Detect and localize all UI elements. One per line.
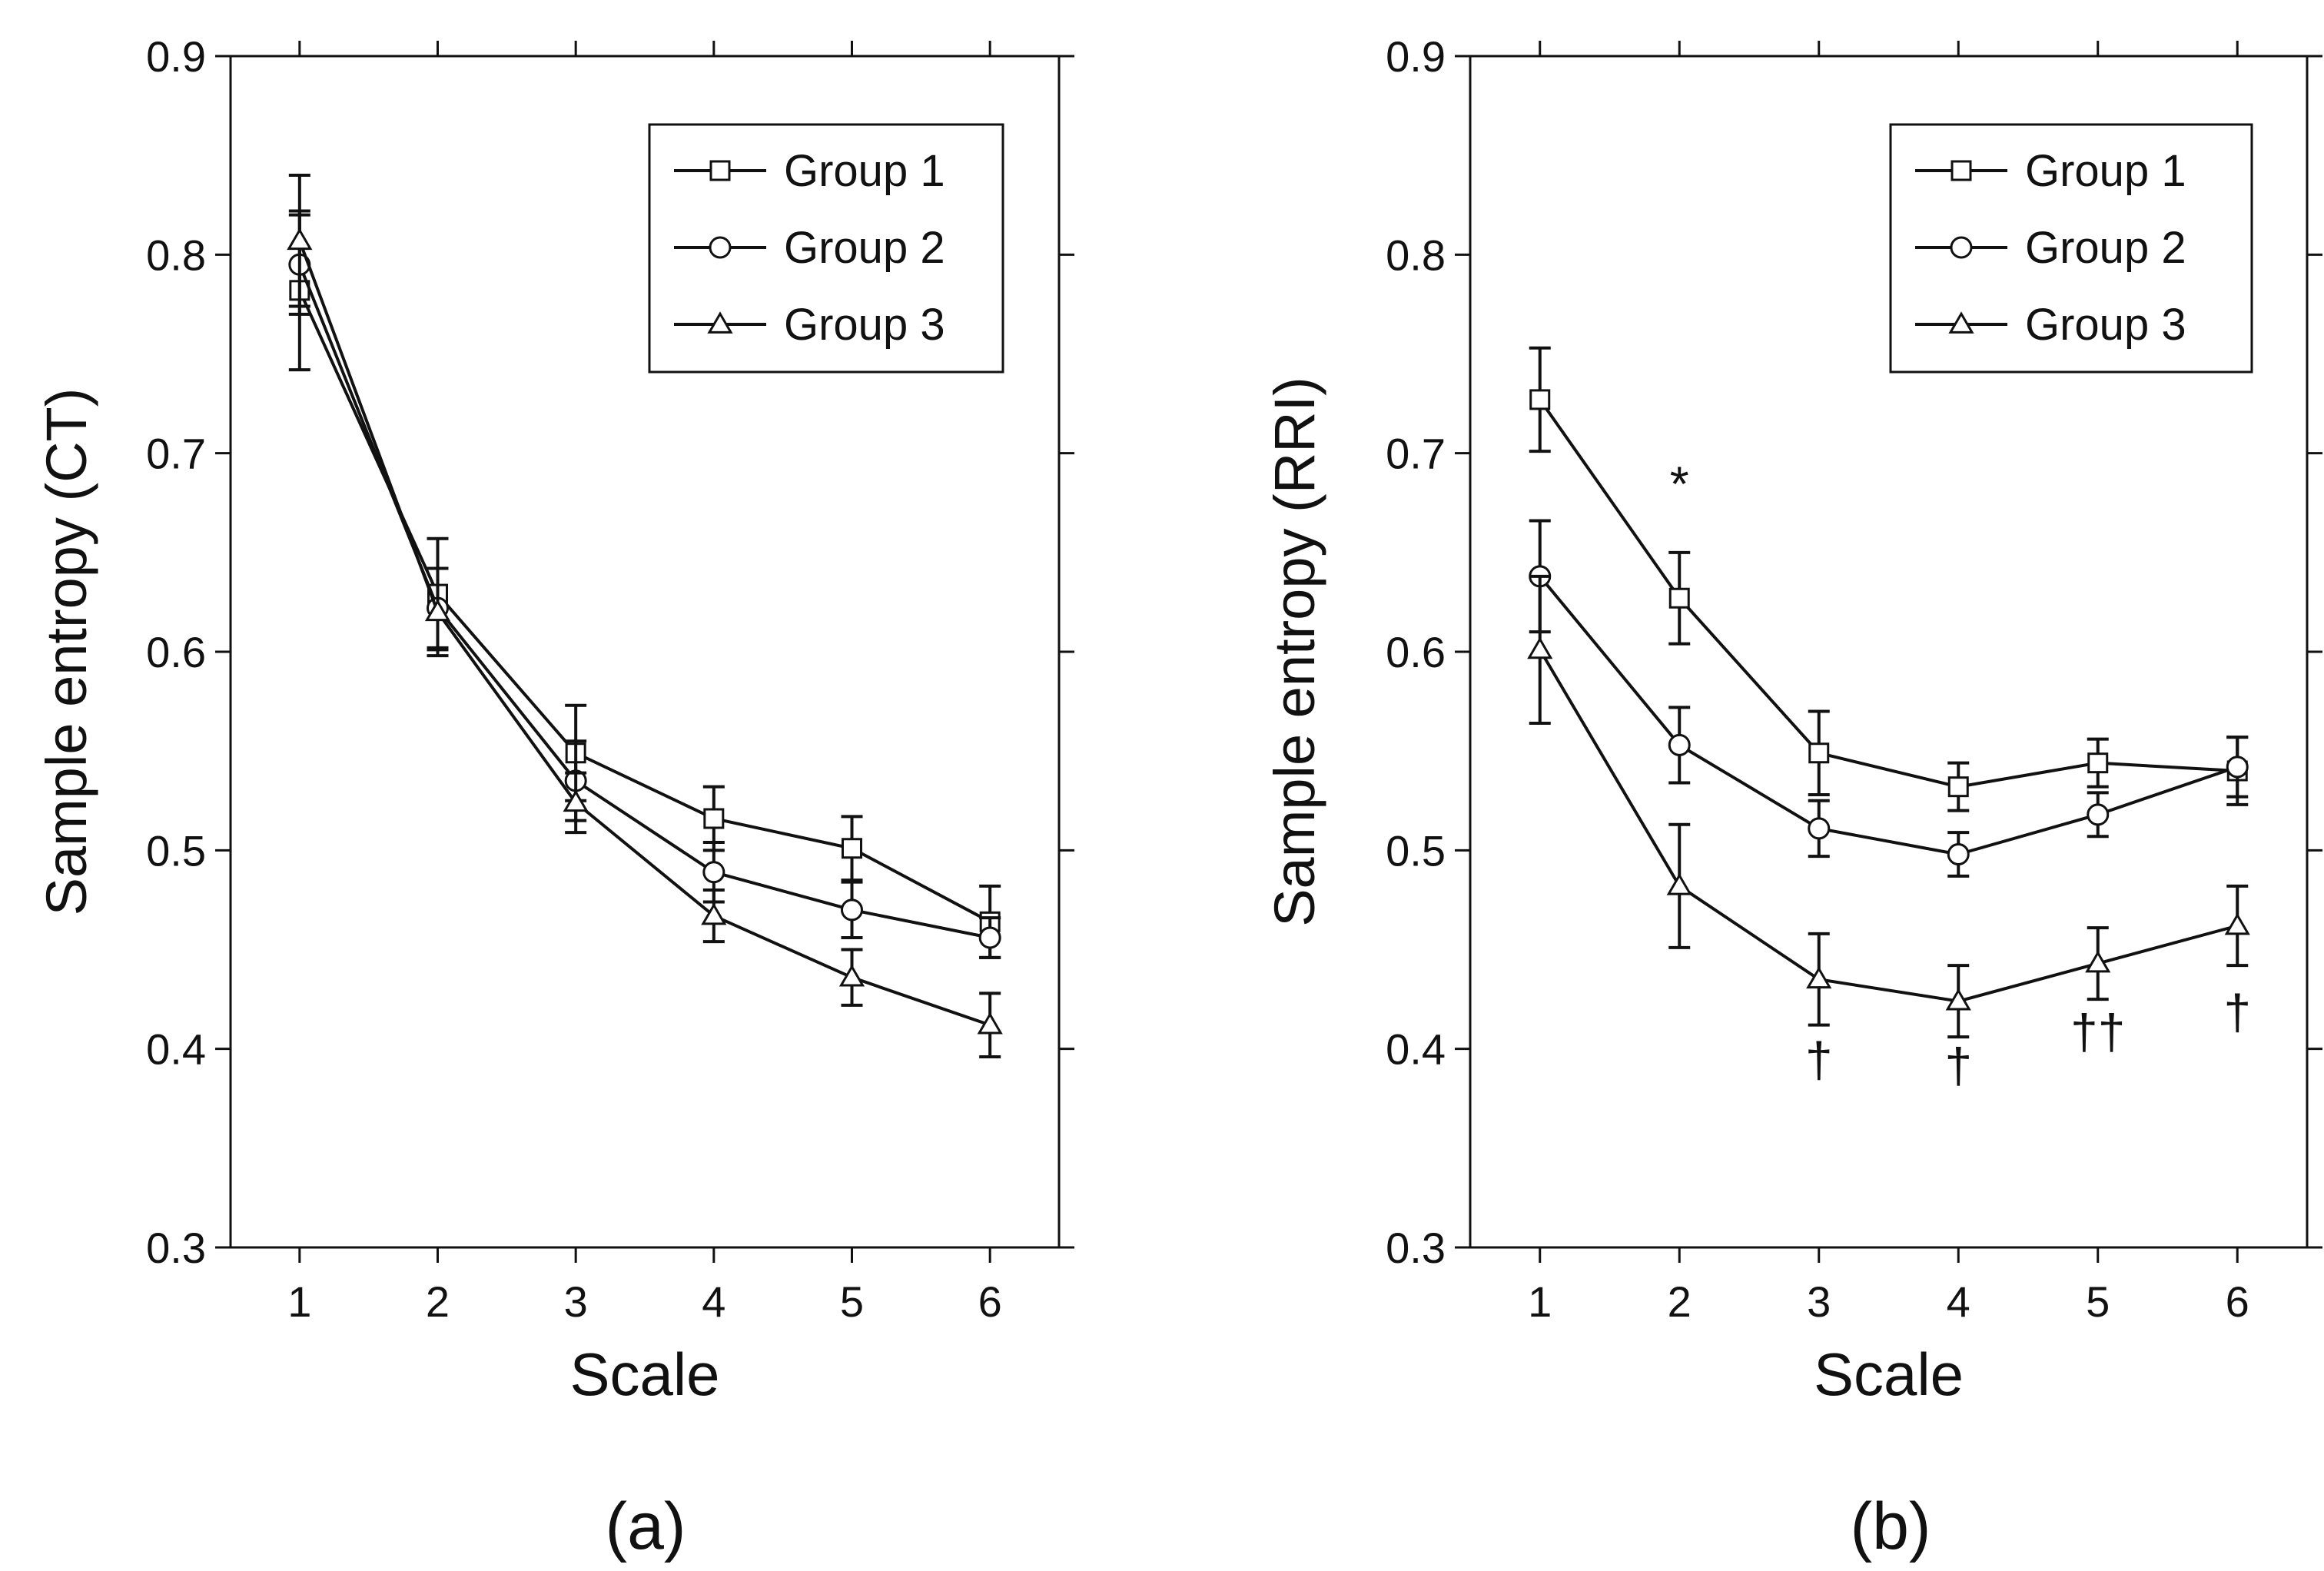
y-tick-label: 0.7 — [1386, 430, 1446, 478]
data-point — [2087, 752, 2109, 774]
data-point — [1529, 389, 1551, 410]
x-axis-label: Scale — [569, 1340, 719, 1408]
data-point — [1668, 587, 1690, 609]
series-group-1 — [1529, 346, 2249, 812]
legend-label: Group 3 — [2025, 300, 2186, 350]
legend-marker-triangle — [707, 311, 733, 334]
data-point — [1808, 817, 1831, 840]
series-group-3 — [1527, 574, 2250, 1039]
x-tick-label: 6 — [2226, 1277, 2249, 1326]
legend-marker-square — [1950, 160, 1972, 181]
x-tick-label: 1 — [287, 1277, 311, 1326]
legend-label: Group 2 — [2025, 223, 2186, 273]
x-tick-label: 1 — [1528, 1277, 1552, 1326]
x-tick-label: 4 — [702, 1277, 725, 1326]
y-tick-label: 0.9 — [146, 32, 206, 81]
x-tick-label: 5 — [2086, 1277, 2110, 1326]
legend-marker-square — [709, 160, 731, 181]
legend-label: Group 2 — [784, 223, 945, 273]
data-point — [563, 789, 589, 812]
data-point — [1808, 742, 1830, 764]
series-group-3 — [287, 174, 1003, 1058]
data-point — [1806, 966, 1832, 989]
data-point — [703, 808, 725, 829]
data-point — [2087, 803, 2110, 826]
y-tick-label: 0.7 — [146, 430, 206, 478]
significance-marker: †† — [2070, 1005, 2125, 1060]
data-point — [287, 228, 313, 251]
data-point — [978, 926, 1001, 949]
significance-marker: † — [1805, 1032, 1833, 1088]
data-point — [1947, 776, 1969, 798]
data-point — [2085, 950, 2111, 973]
y-tick-label: 0.8 — [146, 231, 206, 279]
y-tick-label: 0.4 — [146, 1025, 206, 1074]
panel-caption: (b) — [1850, 1490, 1931, 1563]
legend: Group 1 Group 2 Group 3 — [648, 123, 1004, 374]
x-tick-label: 2 — [426, 1277, 450, 1326]
data-point — [2226, 756, 2249, 779]
x-tick-label: 4 — [1947, 1277, 1970, 1326]
data-point — [2224, 912, 2250, 935]
y-tick-label: 0.4 — [1386, 1025, 1446, 1074]
series-line — [1539, 649, 2238, 1003]
y-tick-label: 0.9 — [1386, 32, 1446, 81]
y-axis-label: Sample entropy (CT) — [35, 388, 98, 916]
series-line — [298, 290, 991, 924]
legend-marker-circle — [1950, 236, 1973, 259]
data-point — [701, 902, 727, 925]
data-point — [1668, 733, 1691, 756]
panel-caption: (a) — [605, 1490, 686, 1563]
significance-marker: * — [1670, 457, 1689, 512]
data-point — [842, 838, 862, 859]
data-point — [424, 599, 451, 622]
y-tick-label: 0.3 — [1386, 1224, 1446, 1272]
data-point — [1527, 636, 1553, 659]
chart-panel-a: 0.3 0.4 0.5 0.6 0.7 0.8 0.9 1 2 3 4 5 6 Scale Sample e… — [35, 32, 1074, 1563]
legend-marker-circle — [709, 236, 732, 259]
y-tick-label: 0.3 — [146, 1224, 206, 1272]
y-axis-label: Sample entropy (RRI) — [1263, 377, 1326, 927]
y-tick-label: 0.6 — [146, 628, 206, 676]
data-point — [838, 964, 865, 987]
significance-marker: † — [2223, 985, 2251, 1040]
data-point — [1666, 873, 1692, 895]
y-tick-label: 0.5 — [1386, 826, 1446, 875]
data-point — [1945, 988, 1971, 1011]
legend-marker-triangle — [1948, 311, 1974, 334]
x-axis-label: Scale — [1814, 1340, 1964, 1408]
data-point — [977, 1011, 1003, 1035]
series-line — [297, 240, 991, 1027]
legend-label: Group 3 — [784, 300, 945, 350]
y-tick-label: 0.5 — [146, 826, 206, 875]
x-tick-label: 5 — [840, 1277, 864, 1326]
data-point — [1947, 843, 1970, 865]
series-group-2 — [1529, 519, 2249, 878]
y-tick-label: 0.8 — [1386, 231, 1446, 279]
series-line — [1539, 575, 2238, 856]
legend-label: Group 1 — [784, 146, 945, 196]
data-point — [702, 861, 725, 884]
legend: Group 1 Group 2 Group 3 — [1889, 123, 2253, 374]
series-line — [1539, 398, 2238, 789]
x-tick-label: 3 — [564, 1277, 588, 1326]
x-tick-label: 6 — [978, 1277, 1002, 1326]
significance-marker: † — [1944, 1038, 1972, 1094]
x-tick-label: 2 — [1668, 1277, 1692, 1326]
legend-label: Group 1 — [2025, 146, 2186, 196]
chart-panel-b: 0.3 0.4 0.5 0.6 0.7 0.8 0.9 1 2 3 4 5 6 Scale Sample e… — [1263, 32, 2322, 1563]
data-point — [841, 898, 863, 922]
y-tick-label: 0.6 — [1386, 628, 1446, 676]
x-tick-label: 3 — [1807, 1277, 1831, 1326]
